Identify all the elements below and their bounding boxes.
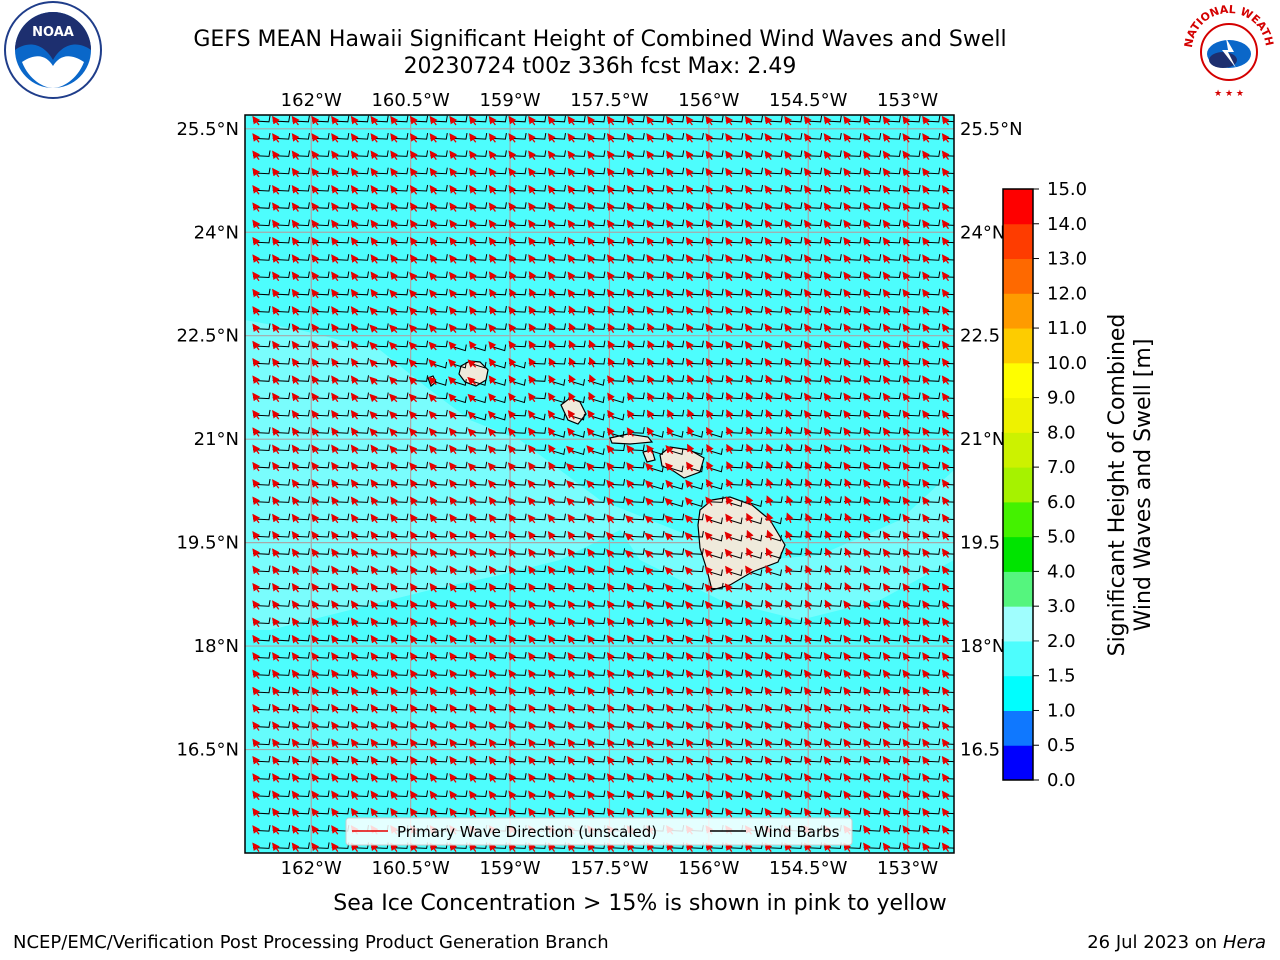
colorbar-tick-label-2: 1.0 — [1047, 701, 1076, 722]
lat-tick-left-1: 24°N — [194, 222, 239, 243]
footer-date-text: 26 Jul 2023 on — [1087, 932, 1223, 953]
colorbar-swatch-5 — [1003, 571, 1033, 607]
colorbar-tick-label-7: 5.0 — [1047, 527, 1076, 548]
colorbar-swatch-8 — [1003, 467, 1033, 503]
colorbar-swatch-0 — [1003, 745, 1033, 781]
colorbar-swatch-11 — [1003, 362, 1033, 399]
colorbar-swatch-12 — [1003, 328, 1033, 364]
lon-tick-top-2: 159°W — [479, 90, 540, 111]
lat-tick-right-0: 25.5°N — [960, 119, 1023, 140]
colorbar-swatch-7 — [1003, 501, 1033, 538]
lat-tick-left-2: 22.5°N — [176, 326, 239, 347]
colorbar-tick-label-11: 9.0 — [1047, 388, 1076, 409]
lon-tick-top-6: 153°W — [877, 90, 938, 111]
colorbar-swatch-6 — [1003, 536, 1033, 572]
lat-tick-right-2: 22.5 — [960, 326, 1000, 347]
chart-title: GEFS MEAN Hawaii Significant Height of C… — [193, 27, 1007, 52]
colorbar-tick-label-5: 3.0 — [1047, 596, 1076, 617]
colorbar-tick-label-9: 7.0 — [1047, 457, 1076, 478]
lon-tick-top-3: 157.5°W — [570, 90, 649, 111]
chart-subtitle: 20230724 t00z 336h fcst Max: 2.49 — [403, 54, 797, 79]
colorbar-label-line1: Significant Height of Combined — [1105, 314, 1130, 657]
colorbar-ticks: 0.0 0.5 1.0 1.5 2.0 3.0 4.0 5.0 6.0 7.0 8.0 9.0 10.0… — [1033, 179, 1087, 791]
colorbar-tick-label-17: 15.0 — [1047, 179, 1087, 200]
wave-region-light-south — [245, 690, 954, 770]
colorbar-tick-label-16: 14.0 — [1047, 214, 1087, 235]
colorbar-tick-label-4: 2.0 — [1047, 631, 1076, 652]
colorbar-label-line2: Wind Waves and Swell [m] — [1131, 339, 1156, 632]
wave-region-light-east — [600, 470, 954, 620]
island-hawaii — [697, 496, 786, 591]
colorbar-tick-label-0: 0.0 — [1047, 770, 1076, 791]
lat-tick-left-3: 21°N — [194, 429, 239, 450]
lon-tick-bottom-1: 160.5°W — [371, 858, 450, 879]
colorbar-tick-label-12: 10.0 — [1047, 353, 1087, 374]
lat-tick-left-5: 18°N — [194, 636, 239, 657]
colorbar-tick-label-15: 13.0 — [1047, 249, 1087, 270]
lat-tick-right-4: 19.5 — [960, 533, 1000, 554]
lon-tick-bottom-2: 159°W — [479, 858, 540, 879]
colorbar-tick-label-3: 1.5 — [1047, 666, 1076, 687]
lat-tick-right-6: 16.5 — [960, 740, 1000, 761]
lat-tick-left-4: 19.5°N — [176, 533, 239, 554]
footer-credit: NCEP/EMC/Verification Post Processing Pr… — [13, 932, 609, 953]
colorbar-swatch-2 — [1003, 675, 1033, 711]
footer-date: 26 Jul 2023 on Hera — [1087, 932, 1266, 953]
lon-tick-top-1: 160.5°W — [371, 90, 450, 111]
nws-logo: NATIONAL WEATHER SERVICE ★ ★ ★ — [1178, 0, 1277, 99]
lon-tick-top-5: 154.5°W — [769, 90, 848, 111]
lon-tick-top-0: 162°W — [281, 90, 342, 111]
colorbar-tick-label-8: 6.0 — [1047, 492, 1076, 513]
colorbar-swatch-16 — [1003, 189, 1033, 225]
legend-barb-label: Wind Barbs — [754, 823, 840, 841]
map-legend: Primary Wave Direction (unscaled) Wind B… — [345, 817, 853, 846]
colorbar-swatch-13 — [1003, 293, 1033, 329]
legend-wave-label: Primary Wave Direction (unscaled) — [397, 823, 657, 841]
colorbar-swatch-14 — [1003, 258, 1033, 294]
lat-tick-right-1: 24°N — [960, 222, 1005, 243]
lon-tick-top-4: 156°W — [678, 90, 739, 111]
colorbar-tick-label-6: 4.0 — [1047, 561, 1076, 582]
colorbar-swatch-4 — [1003, 606, 1033, 642]
lat-tick-right-5: 18°N — [960, 636, 1005, 657]
colorbar-swatch-10 — [1003, 397, 1033, 433]
lat-tick-left-6: 16.5°N — [176, 740, 239, 761]
lon-tick-bottom-0: 162°W — [281, 858, 342, 879]
colorbar-swatch-9 — [1003, 432, 1033, 468]
lon-tick-bottom-5: 154.5°W — [769, 858, 848, 879]
colorbar-swatch-3 — [1003, 640, 1033, 677]
colorbar-swatch-15 — [1003, 223, 1033, 260]
noaa-logo-text: NOAA — [32, 25, 74, 40]
colorbar-swatch-1 — [1003, 710, 1033, 746]
lon-tick-bottom-6: 153°W — [877, 858, 938, 879]
lat-tick-right-3: 21°N — [960, 429, 1005, 450]
lat-tick-left-0: 25.5°N — [176, 119, 239, 140]
colorbar-tick-label-14: 12.0 — [1047, 283, 1087, 304]
lon-tick-bottom-3: 157.5°W — [570, 858, 649, 879]
colorbar-tick-label-10: 8.0 — [1047, 422, 1076, 443]
colorbar-tick-label-13: 11.0 — [1047, 318, 1087, 339]
footer-host: Hera — [1222, 932, 1266, 953]
colorbar — [1002, 188, 1034, 781]
lon-tick-bottom-4: 156°W — [678, 858, 739, 879]
noaa-logo: NOAA — [4, 1, 102, 99]
sea-ice-note: Sea Ice Concentration > 15% is shown in … — [333, 891, 947, 916]
colorbar-tick-label-1: 0.5 — [1047, 735, 1076, 756]
